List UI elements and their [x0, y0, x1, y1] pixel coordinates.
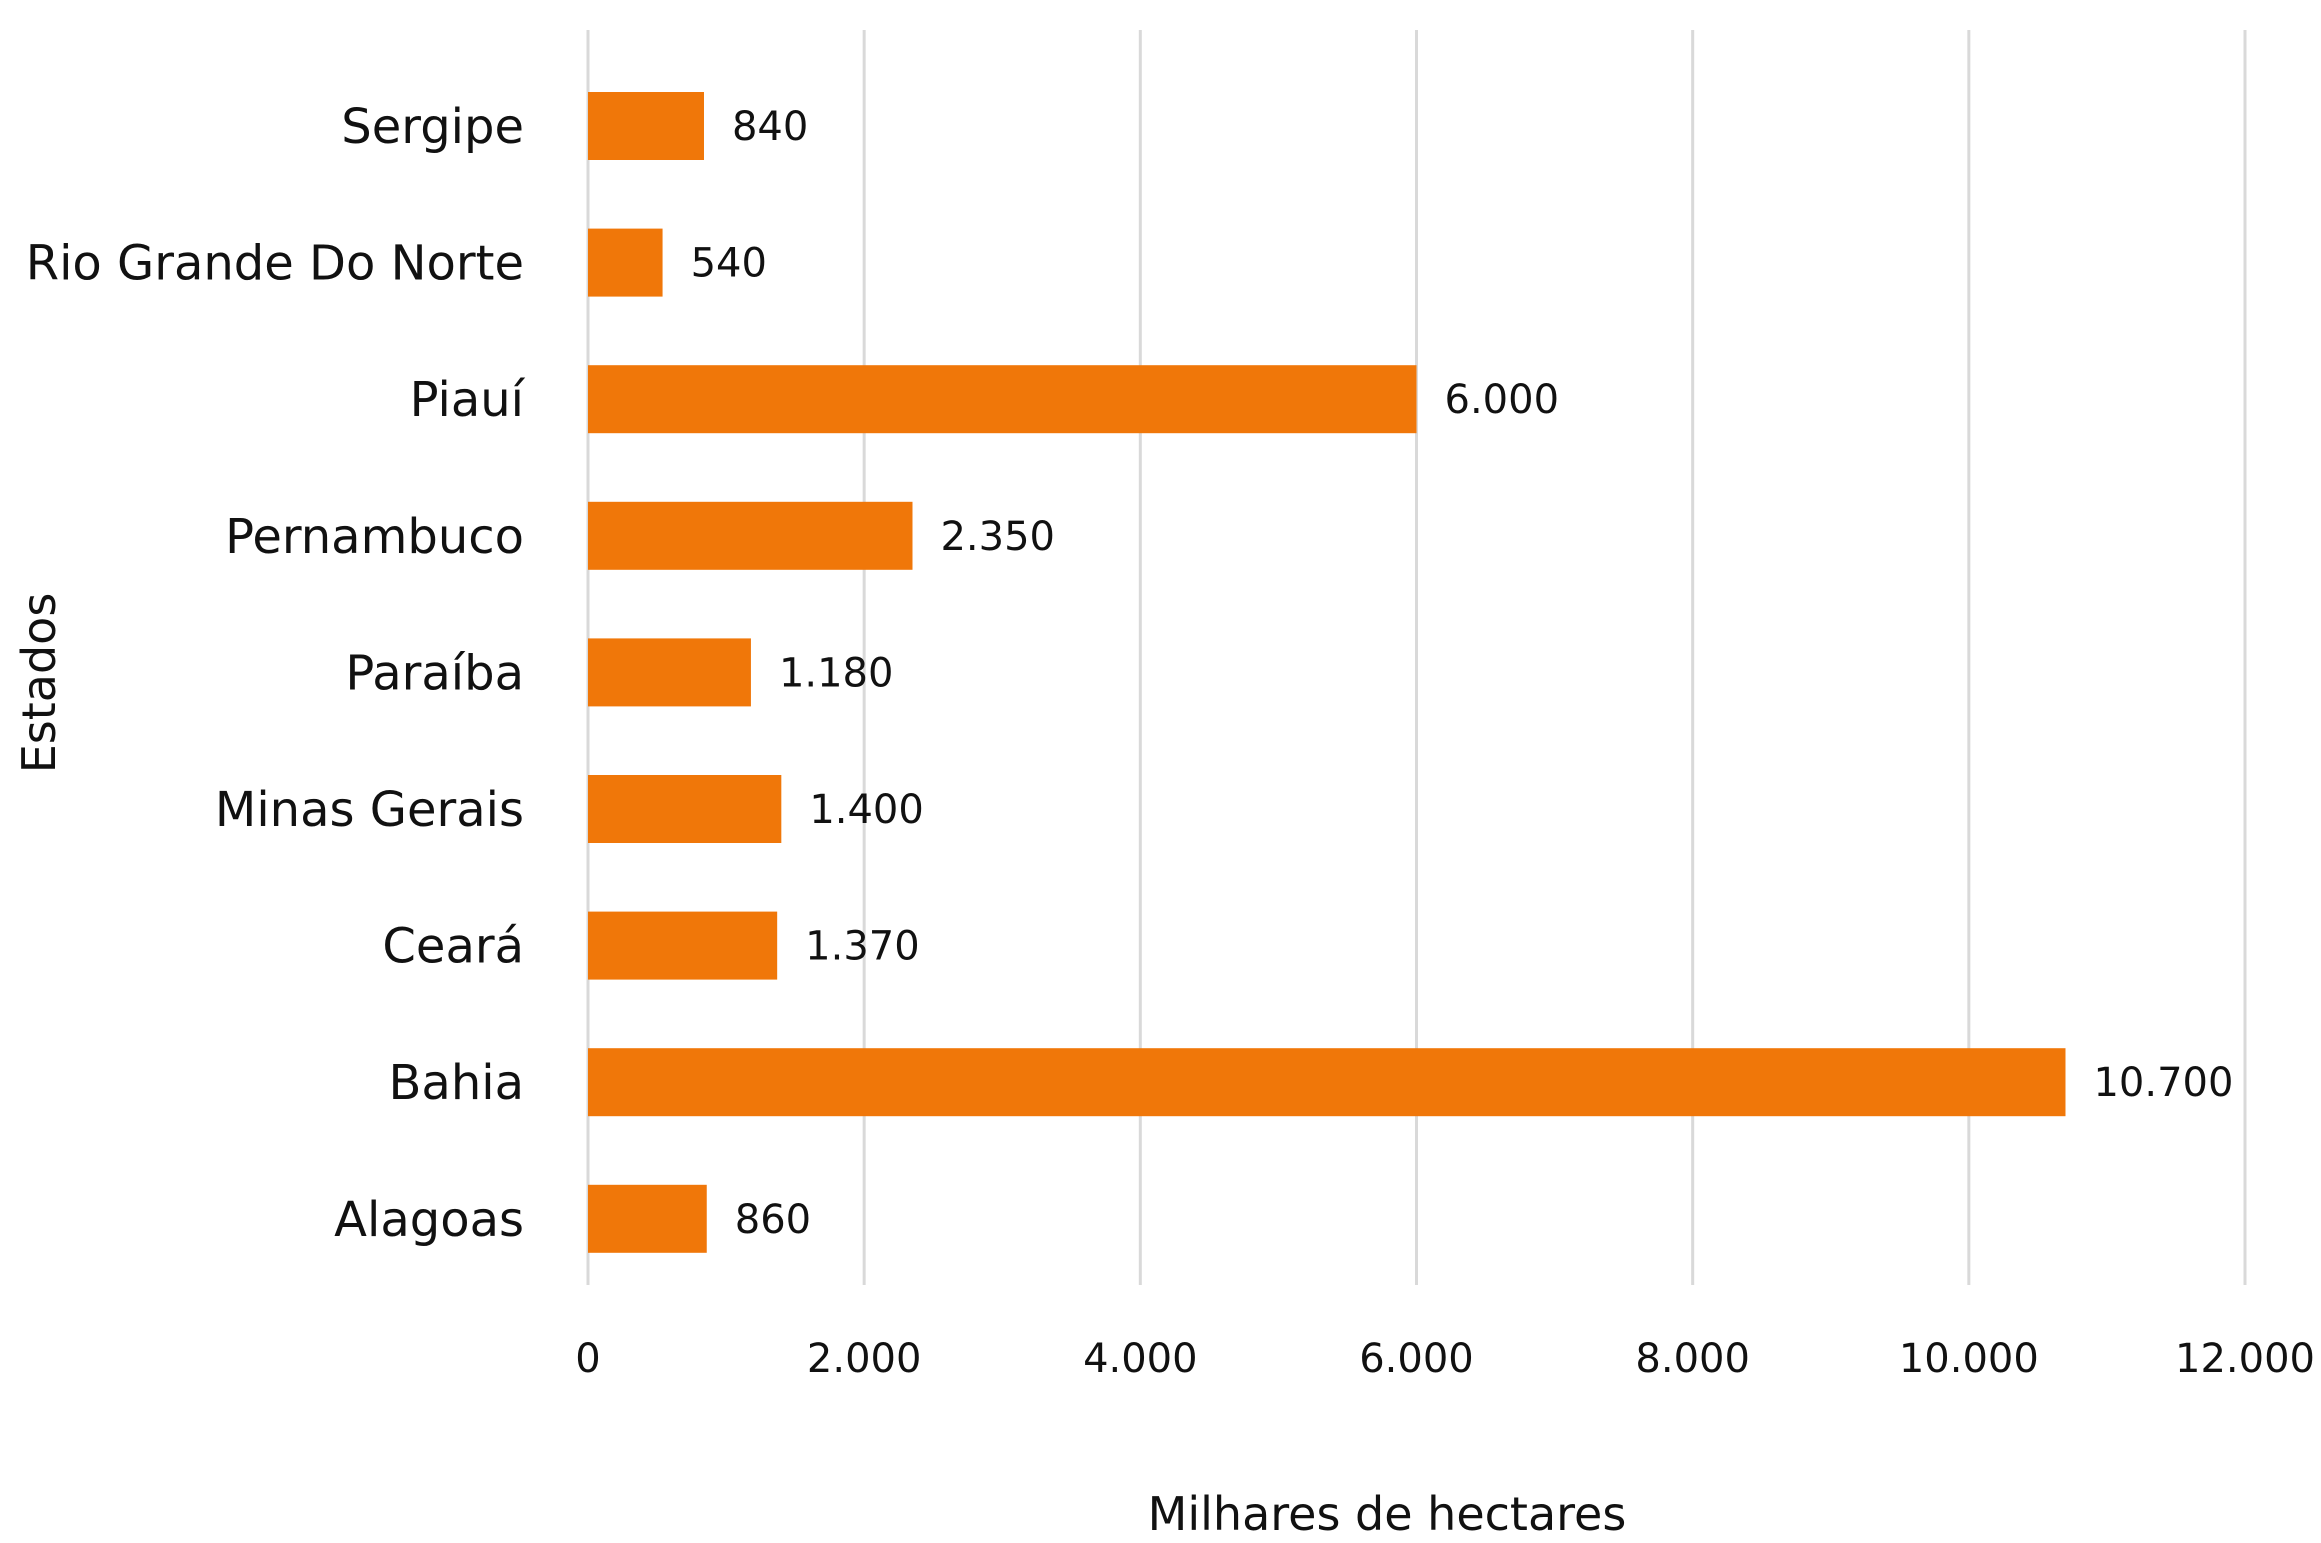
gridlines	[586, 30, 2247, 1285]
data-label: 860	[735, 1197, 811, 1243]
data-label: 2.350	[940, 514, 1055, 560]
x-tick-label: 12.000	[2175, 1336, 2315, 1382]
bar	[588, 92, 704, 160]
data-label: 540	[691, 241, 767, 287]
labels: 0 2.000 4.000 6.000 8.000 10.000 12.000 Sergipe…	[26, 99, 2315, 1382]
bar	[588, 1048, 2066, 1117]
bar	[588, 911, 778, 980]
x-tick-label: 2.000	[807, 1336, 922, 1382]
bar	[588, 1184, 707, 1253]
data-label: 1.400	[809, 787, 924, 833]
x-tick-label: 8.000	[1635, 1336, 1750, 1382]
category-label: Sergipe	[341, 99, 524, 155]
category-label: Bahia	[388, 1055, 524, 1111]
category-label: Minas Gerais	[215, 782, 524, 838]
x-tick-label: 0	[575, 1336, 600, 1382]
bar	[588, 775, 782, 843]
data-label: 1.180	[779, 650, 894, 696]
data-label: 1.370	[805, 924, 920, 970]
category-label: Paraíba	[345, 645, 524, 701]
category-label: Rio Grande Do Norte	[26, 236, 524, 292]
bar	[588, 365, 1417, 434]
category-label: Piauí	[410, 372, 526, 428]
data-label: 10.700	[2093, 1060, 2233, 1106]
x-tick-label: 6.000	[1359, 1336, 1474, 1382]
category-label: Ceará	[382, 919, 524, 975]
x-axis-title: Milhares de hectares	[1148, 1487, 1627, 1538]
bar	[588, 638, 751, 707]
data-label: 6.000	[1445, 377, 1560, 423]
bars	[588, 92, 2066, 1253]
bar	[588, 501, 913, 570]
x-tick-label: 4.000	[1083, 1336, 1198, 1382]
category-label: Pernambuco	[225, 509, 524, 565]
data-label: 840	[732, 104, 808, 150]
category-label: Alagoas	[334, 1192, 524, 1248]
bar	[588, 228, 663, 297]
x-tick-label: 10.000	[1899, 1336, 2039, 1382]
y-axis-title: Estados	[12, 593, 66, 774]
